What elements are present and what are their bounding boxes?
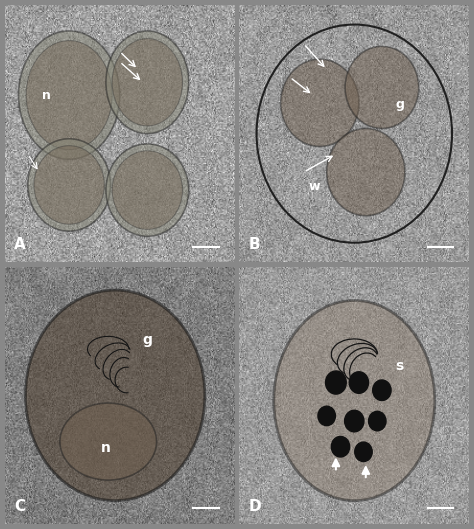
Text: g: g (396, 98, 404, 111)
Text: B: B (248, 237, 260, 252)
Circle shape (355, 442, 372, 462)
Ellipse shape (327, 129, 405, 216)
Ellipse shape (60, 403, 156, 480)
Ellipse shape (281, 59, 359, 147)
Text: n: n (101, 441, 111, 455)
Circle shape (345, 411, 364, 432)
Text: g: g (143, 333, 153, 347)
Ellipse shape (26, 290, 205, 500)
Text: C: C (14, 499, 25, 514)
Ellipse shape (345, 47, 419, 129)
Circle shape (326, 371, 346, 394)
Ellipse shape (28, 139, 110, 231)
Text: w: w (308, 180, 320, 193)
Ellipse shape (274, 300, 435, 500)
Circle shape (349, 372, 369, 394)
Ellipse shape (26, 41, 112, 150)
Ellipse shape (106, 31, 189, 134)
Ellipse shape (112, 151, 182, 230)
Ellipse shape (18, 31, 120, 159)
Ellipse shape (34, 145, 104, 224)
Text: n: n (42, 89, 51, 102)
Ellipse shape (112, 39, 182, 126)
Text: D: D (248, 499, 261, 514)
Circle shape (318, 406, 336, 426)
Text: s: s (396, 359, 404, 373)
Text: A: A (14, 237, 26, 252)
Circle shape (373, 380, 391, 400)
Circle shape (331, 436, 350, 457)
Ellipse shape (106, 144, 189, 236)
Circle shape (369, 412, 386, 431)
